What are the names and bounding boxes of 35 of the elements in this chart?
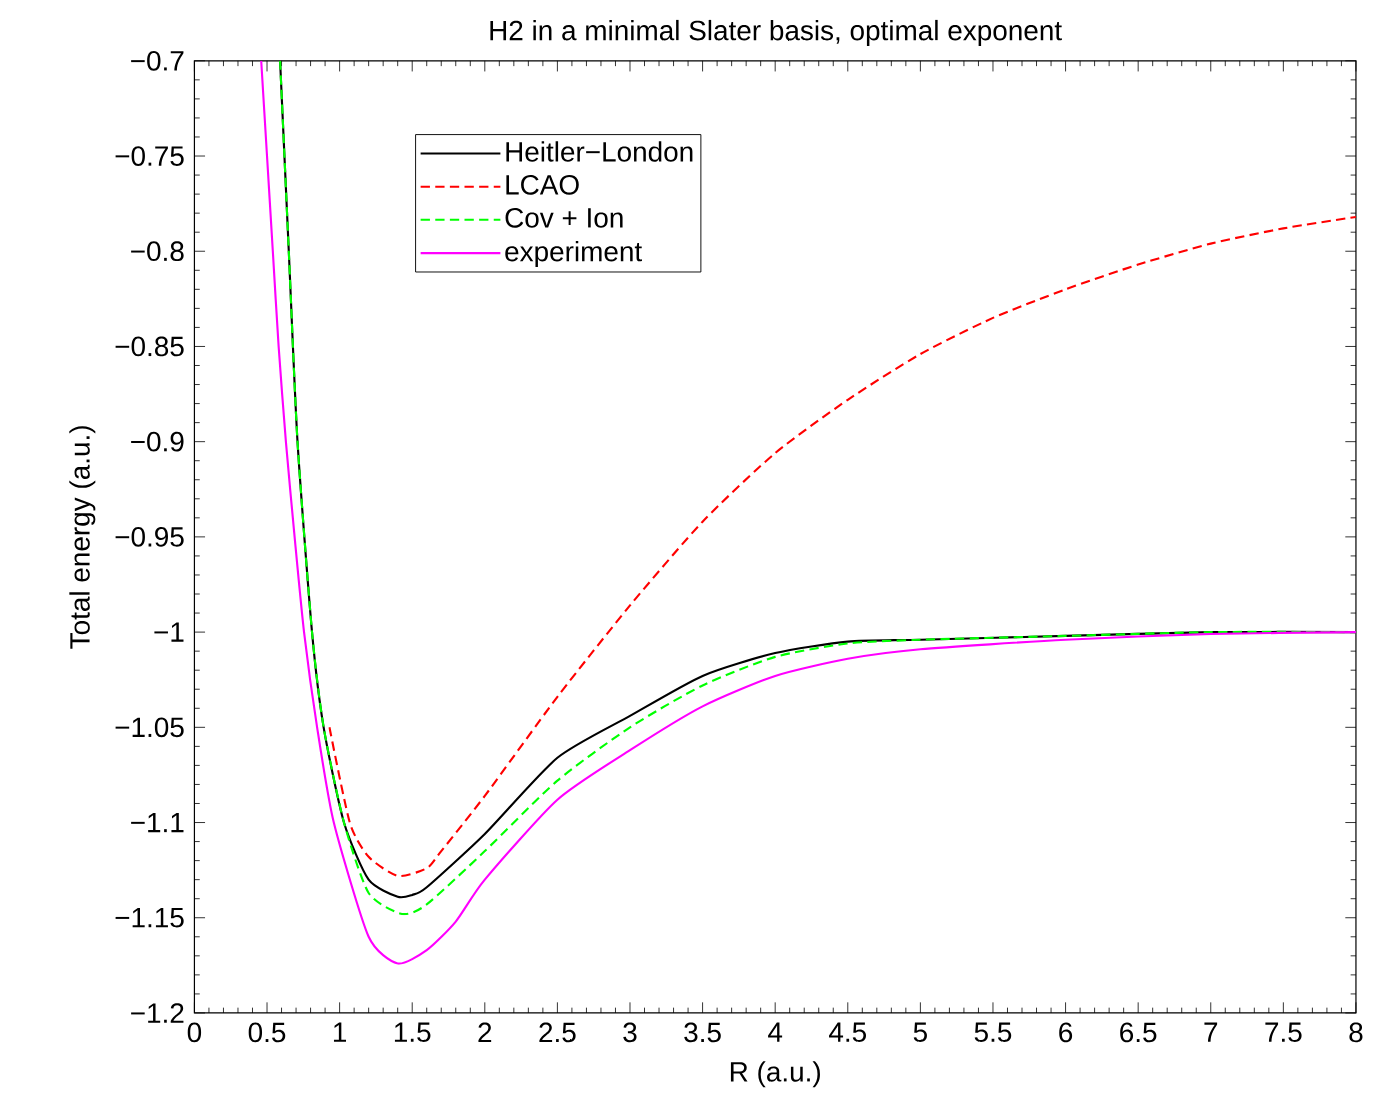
y-tick-label: −0.7 bbox=[131, 51, 184, 71]
x-tick-label: 2 bbox=[478, 1022, 492, 1043]
x-tick-label: 3 bbox=[623, 1022, 637, 1043]
y-tick-label: −0.8 bbox=[131, 241, 184, 262]
x-tick-label: 3.5 bbox=[684, 1022, 721, 1043]
x-tick-label: 5 bbox=[913, 1022, 927, 1043]
y-tick-label: −0.85 bbox=[115, 336, 184, 357]
x-tick-label: 0.5 bbox=[248, 1022, 286, 1043]
x-tick-label: 8 bbox=[1349, 1022, 1363, 1043]
legend-label: Cov + Ion bbox=[505, 208, 623, 228]
chart-title: H2 in a minimal Slater basis, optimal exponent bbox=[490, 20, 1062, 47]
x-tick-label: 1.5 bbox=[394, 1022, 431, 1043]
x-tick-label: 0 bbox=[187, 1022, 202, 1043]
x-axis-title: R (a.u.) bbox=[730, 1061, 820, 1088]
x-tick-label: 4 bbox=[768, 1022, 783, 1042]
x-tick-label: 5.5 bbox=[974, 1022, 1012, 1043]
legend-label: Heitler−London bbox=[506, 141, 693, 162]
x-tick-label: 7 bbox=[1204, 1022, 1218, 1042]
y-tick-label: −1.1 bbox=[131, 813, 184, 833]
y-axis-title: Total energy (a.u.) bbox=[69, 426, 96, 649]
y-tick-label: −0.75 bbox=[115, 146, 184, 167]
x-tick-label: 6 bbox=[1059, 1022, 1073, 1043]
x-tick-label: 4.5 bbox=[829, 1022, 866, 1043]
x-tick-label: 1 bbox=[333, 1022, 347, 1042]
legend-label: LCAO bbox=[506, 175, 579, 195]
legend-label: experiment bbox=[505, 241, 642, 268]
y-tick-label: −0.95 bbox=[115, 527, 184, 547]
x-tick-label: 6.5 bbox=[1120, 1022, 1157, 1043]
x-tick-label: 7.5 bbox=[1265, 1022, 1302, 1043]
y-tick-label: −0.9 bbox=[131, 431, 184, 452]
y-tick-label: −1.15 bbox=[115, 908, 184, 928]
y-tick-label: −1.05 bbox=[115, 717, 184, 738]
y-tick-label: −1.2 bbox=[131, 1003, 184, 1023]
y-tick-label: −1 bbox=[154, 622, 184, 642]
x-tick-label: 2.5 bbox=[539, 1022, 576, 1043]
